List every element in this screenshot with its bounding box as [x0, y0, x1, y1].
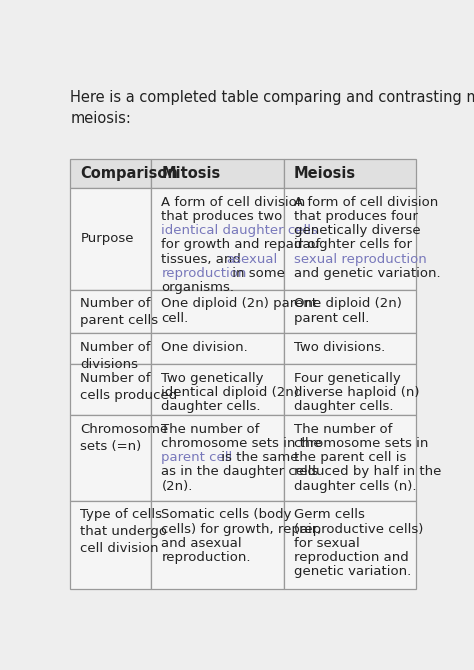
Text: is the same: is the same	[217, 452, 298, 464]
Bar	[70, 290, 151, 333]
Text: parent cell.: parent cell.	[294, 312, 369, 325]
Bar	[70, 415, 151, 500]
Bar	[151, 188, 283, 290]
Text: A form of cell division: A form of cell division	[294, 196, 438, 209]
Text: daughter cells for: daughter cells for	[294, 239, 412, 251]
Text: One diploid (2n): One diploid (2n)	[294, 297, 401, 310]
Text: Comparison: Comparison	[81, 166, 178, 181]
Text: Germ cells: Germ cells	[294, 509, 365, 521]
Bar	[283, 188, 416, 290]
Text: in some: in some	[228, 267, 284, 280]
Text: daughter cells.: daughter cells.	[162, 401, 261, 413]
Bar	[283, 333, 416, 364]
Text: reproduction.: reproduction.	[162, 551, 251, 564]
Text: Purpose: Purpose	[81, 232, 134, 245]
Text: Number of
divisions: Number of divisions	[81, 340, 151, 371]
Bar	[283, 159, 416, 188]
Bar	[151, 500, 283, 588]
Text: the parent cell is: the parent cell is	[294, 452, 406, 464]
Text: chromosome sets in: chromosome sets in	[294, 437, 428, 450]
Text: reproduction: reproduction	[162, 267, 247, 280]
Text: Number of
cells produced: Number of cells produced	[81, 372, 178, 402]
Text: Four genetically: Four genetically	[294, 372, 401, 385]
Bar	[70, 188, 151, 290]
Text: identical diploid (2n): identical diploid (2n)	[162, 386, 300, 399]
Bar	[151, 364, 283, 415]
Text: as in the daughter cells: as in the daughter cells	[162, 466, 319, 478]
Bar	[70, 364, 151, 415]
Bar	[151, 333, 283, 364]
Text: Two genetically: Two genetically	[162, 372, 264, 385]
Text: Two divisions.: Two divisions.	[294, 340, 385, 354]
Bar	[151, 290, 283, 333]
Text: tissues, and: tissues, and	[162, 253, 246, 265]
Text: that produces four: that produces four	[294, 210, 418, 223]
Bar	[283, 500, 416, 588]
Text: One diploid (2n) parent: One diploid (2n) parent	[162, 297, 318, 310]
Text: identical daughter cells: identical daughter cells	[162, 224, 319, 237]
Text: daughter cells.: daughter cells.	[294, 401, 393, 413]
Text: Somatic cells (body: Somatic cells (body	[162, 509, 292, 521]
Text: parent cell: parent cell	[162, 452, 233, 464]
Text: genetic variation.: genetic variation.	[294, 565, 411, 578]
Bar	[283, 415, 416, 500]
Bar	[70, 500, 151, 588]
Text: diverse haploid (n): diverse haploid (n)	[294, 386, 419, 399]
Text: daughter cells (n).: daughter cells (n).	[294, 480, 416, 492]
Text: cells) for growth, repair,: cells) for growth, repair,	[162, 523, 322, 535]
Text: chromosome sets in the: chromosome sets in the	[162, 437, 322, 450]
Text: and asexual: and asexual	[162, 537, 242, 550]
Text: Number of
parent cells: Number of parent cells	[81, 297, 158, 328]
Text: for sexual: for sexual	[294, 537, 359, 550]
Bar	[70, 159, 151, 188]
Text: for growth and repair of: for growth and repair of	[162, 239, 321, 251]
Bar	[283, 364, 416, 415]
Bar	[70, 333, 151, 364]
Text: Mitosis: Mitosis	[162, 166, 221, 181]
Bar	[151, 415, 283, 500]
Text: (reproductive cells): (reproductive cells)	[294, 523, 423, 535]
Text: A form of cell division: A form of cell division	[162, 196, 306, 209]
Text: Chromosome
sets (=n): Chromosome sets (=n)	[81, 423, 169, 453]
Text: asexual: asexual	[227, 253, 278, 265]
Text: (2n).: (2n).	[162, 480, 193, 492]
Bar	[283, 290, 416, 333]
Text: The number of: The number of	[162, 423, 260, 436]
Text: that produces two: that produces two	[162, 210, 283, 223]
Text: reduced by half in the: reduced by half in the	[294, 466, 441, 478]
Text: One division.: One division.	[162, 340, 248, 354]
Text: The number of: The number of	[294, 423, 392, 436]
Text: Here is a completed table comparing and contrasting mitosis and
meiosis:: Here is a completed table comparing and …	[70, 90, 474, 126]
Text: genetically diverse: genetically diverse	[294, 224, 420, 237]
Text: Meiosis: Meiosis	[294, 166, 356, 181]
Bar	[151, 159, 283, 188]
Text: Type of cells
that undergo
cell division: Type of cells that undergo cell division	[81, 509, 167, 555]
Text: reproduction and: reproduction and	[294, 551, 409, 564]
Text: organisms.: organisms.	[162, 281, 235, 294]
Text: sexual reproduction: sexual reproduction	[294, 253, 427, 265]
Text: and genetic variation.: and genetic variation.	[294, 267, 440, 280]
Text: cell.: cell.	[162, 312, 189, 325]
